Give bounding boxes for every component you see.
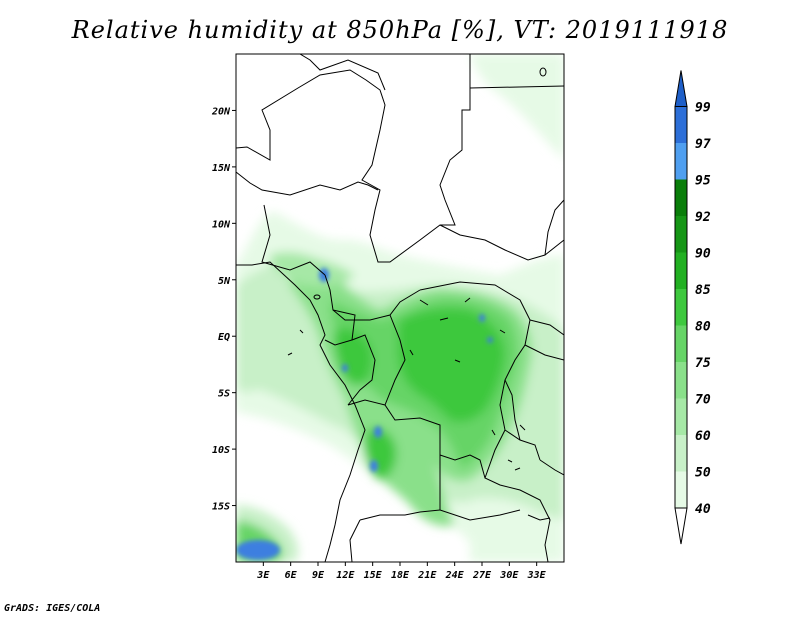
lon-tick-label: 15E bbox=[364, 570, 383, 581]
lon-tick-label: 6E bbox=[285, 570, 298, 581]
lon-tick-label: 12E bbox=[336, 570, 355, 581]
lat-tick-label: 20N bbox=[211, 106, 231, 117]
humidity-peak-gabon bbox=[342, 364, 348, 372]
lon-tick-label: 21E bbox=[417, 570, 437, 581]
lon-tick-label: 3E bbox=[256, 570, 270, 581]
humidity-peak-congo-east bbox=[479, 314, 485, 322]
lon-tick-label: 30E bbox=[499, 570, 519, 581]
colorbar-label: 40 bbox=[695, 502, 711, 517]
colorbar-label: 90 bbox=[695, 247, 711, 262]
colorbar-label: 50 bbox=[695, 466, 711, 481]
lat-tick-label: 15N bbox=[212, 163, 231, 174]
lat-tick-label: 5S bbox=[218, 389, 230, 400]
colorbar-swatch bbox=[675, 252, 687, 289]
lat-tick-label: 10N bbox=[212, 219, 231, 230]
colorbar-swatch bbox=[675, 106, 687, 143]
colorbar-swatch bbox=[675, 435, 687, 472]
lon-tick-label: 24E bbox=[445, 570, 465, 581]
colorbar-label: 75 bbox=[695, 356, 711, 371]
lon-tick-label: 33E bbox=[527, 570, 547, 581]
colorbar-swatch bbox=[675, 216, 687, 253]
colorbar-bottom-arrow bbox=[674, 507, 688, 545]
lat-tick-label: 10S bbox=[212, 445, 230, 456]
lat-tick-label: EQ bbox=[218, 332, 230, 343]
contour-fragments bbox=[287, 67, 551, 521]
colorbar-label: 70 bbox=[695, 393, 711, 408]
country-borders bbox=[236, 54, 564, 562]
colorbar-swatch bbox=[675, 325, 687, 362]
colorbar-label: 92 bbox=[695, 210, 711, 225]
colorbar-label: 60 bbox=[695, 429, 711, 444]
colorbar-label: 80 bbox=[695, 320, 711, 335]
humidity-area-coast bbox=[270, 252, 355, 287]
humidity-peak-angola-1 bbox=[374, 426, 382, 438]
humidity-peak-angola-2 bbox=[370, 460, 378, 472]
lon-tick-label: 27E bbox=[472, 570, 492, 581]
lon-tick-label: 18E bbox=[391, 570, 410, 581]
colorbar-top-arrow bbox=[674, 70, 688, 107]
colorbar-swatch bbox=[675, 289, 687, 326]
humidity-field bbox=[236, 54, 564, 562]
colorbar-label: 95 bbox=[695, 174, 711, 189]
colorbar-swatch bbox=[675, 362, 687, 399]
humidity-area-85 bbox=[398, 308, 505, 422]
page-title: Relative humidity at 850hPa [%], VT: 201… bbox=[71, 16, 729, 44]
humidity-area-50-ne bbox=[470, 54, 564, 160]
colorbar-swatch bbox=[675, 398, 687, 435]
latitude-axis: 20N 15N 10N 5N EQ 5S 10S 15S bbox=[211, 106, 236, 513]
lon-tick-label: 9E bbox=[312, 570, 325, 581]
humidity-peak-sw bbox=[236, 540, 280, 560]
colorbar-legend: 40 50 60 70 75 80 85 90 92 95 97 99 bbox=[674, 70, 711, 545]
humidity-area-southeast bbox=[470, 498, 564, 562]
colorbar-swatch bbox=[675, 179, 687, 216]
colorbar-label: 99 bbox=[695, 101, 711, 116]
colorbar-label: 85 bbox=[695, 283, 711, 298]
humidity-area-west bbox=[236, 345, 270, 392]
lat-tick-label: 5N bbox=[218, 276, 231, 287]
colorbar-label: 97 bbox=[695, 137, 711, 152]
grads-credit: GrADS: IGES/COLA bbox=[4, 603, 101, 614]
colorbar-swatch bbox=[675, 143, 687, 180]
lat-tick-label: 15S bbox=[212, 502, 230, 513]
longitude-axis: 3E 6E 9E 12E 15E 18E 21E 24E 27E 30E 33E bbox=[256, 562, 547, 581]
humidity-peak-cameroon bbox=[319, 268, 329, 282]
colorbar-swatch bbox=[675, 471, 687, 508]
colorbar-outline bbox=[674, 106, 688, 509]
humidity-peak-congo-east-2 bbox=[487, 337, 493, 343]
